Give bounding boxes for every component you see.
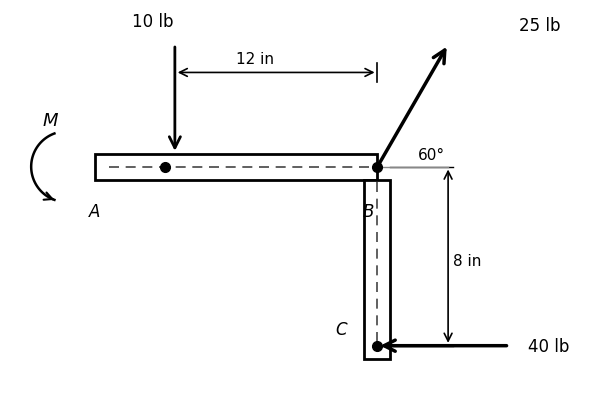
Bar <box>95 154 378 180</box>
Text: 10 lb: 10 lb <box>133 13 174 30</box>
Text: 12 in: 12 in <box>236 52 274 67</box>
Text: C: C <box>335 320 347 338</box>
Text: 40 lb: 40 lb <box>528 337 569 355</box>
Bar <box>365 180 391 359</box>
Text: B: B <box>362 202 373 220</box>
Text: M: M <box>42 111 58 129</box>
Text: A: A <box>89 202 100 220</box>
Text: 8 in: 8 in <box>453 254 481 269</box>
Text: 60°: 60° <box>418 148 445 163</box>
Text: 25 lb: 25 lb <box>519 17 560 35</box>
